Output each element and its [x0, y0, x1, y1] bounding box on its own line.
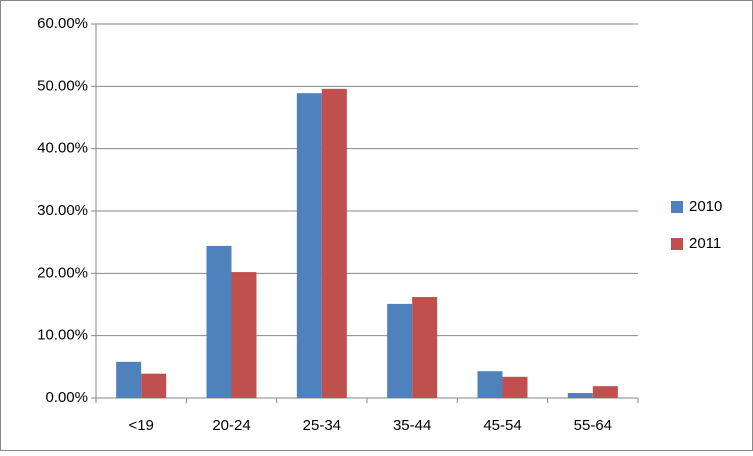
y-tick-label: 10.00%: [37, 327, 88, 344]
legend-label: 2010: [689, 198, 722, 215]
y-tick-label: 20.00%: [37, 264, 88, 281]
bar: [141, 373, 167, 398]
bar: [477, 371, 503, 398]
x-tick-label: <19: [128, 417, 153, 434]
y-tick-label: 40.00%: [37, 140, 88, 157]
y-tick-label: 50.00%: [37, 77, 88, 94]
bar: [502, 376, 528, 398]
bar: [231, 272, 257, 398]
bar: [321, 88, 347, 399]
x-tick-label: 25-34: [303, 417, 341, 434]
bar: [116, 361, 142, 398]
y-tick-label: 0.00%: [45, 389, 88, 406]
legend-swatch: [671, 238, 683, 250]
x-tick-label: 45-54: [483, 417, 521, 434]
legend-swatch: [671, 201, 683, 213]
x-tick-label: 20-24: [212, 417, 250, 434]
x-tick-label: 35-44: [393, 417, 431, 434]
bar: [412, 297, 438, 398]
y-tick-label: 60.00%: [37, 15, 88, 32]
bar: [567, 393, 593, 398]
bar: [592, 386, 618, 398]
bar: [296, 93, 322, 398]
bar: [387, 303, 413, 398]
legend-label: 2011: [689, 235, 721, 252]
y-tick-label: 30.00%: [37, 202, 88, 219]
x-tick-label: 55-64: [574, 417, 612, 434]
bar: [206, 245, 232, 398]
